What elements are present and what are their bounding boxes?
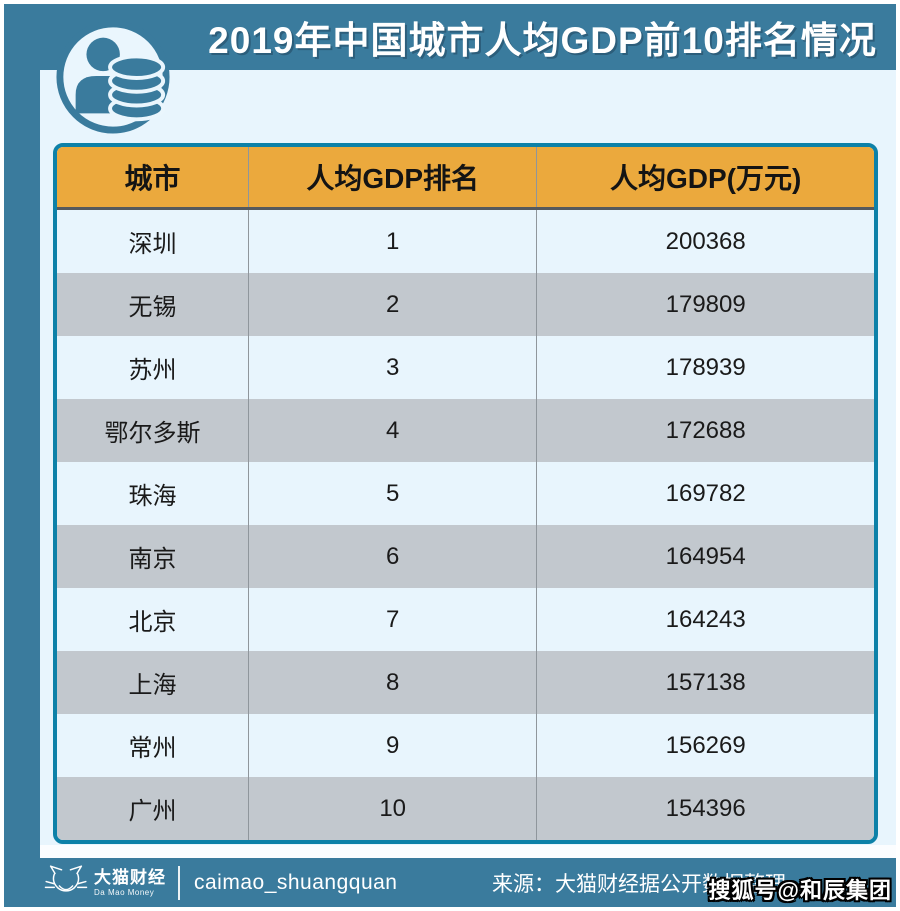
city-cell: 无锡 xyxy=(57,273,249,336)
table-row: 常州 9 156269 xyxy=(57,714,874,777)
table-body: 深圳 1 200368 无锡 2 179809 苏州 3 178939 鄂尔多斯 4 172688 珠海… xyxy=(57,210,874,840)
table-row: 深圳 1 200368 xyxy=(57,210,874,273)
rank-cell: 3 xyxy=(249,336,538,399)
data-source-text: 来源：大猫财经据公开数据整理 xyxy=(492,872,786,896)
pre-footer-strip xyxy=(40,845,896,858)
gdp-cell: 172688 xyxy=(665,416,746,444)
city-cell: 南京 xyxy=(57,525,249,588)
gdp-cell: 164243 xyxy=(665,605,746,633)
gdp-cell: 178939 xyxy=(665,353,746,381)
left-frame-bar xyxy=(4,70,40,907)
rank-cell: 7 xyxy=(249,588,538,651)
column-header-rank: 人均GDP排名 xyxy=(249,147,538,207)
table-row: 南京 6 164954 xyxy=(57,525,874,588)
brand-name-en: Da Mao Money xyxy=(94,887,155,897)
brand-block: 大猫财经 Da Mao Money xyxy=(94,869,166,897)
poster-frame: 2019年中国城市人均GDP前10排名情况 城市 人均GDP排名 人均GDP xyxy=(4,4,896,907)
column-header-gdp: 人均GDP(万元) xyxy=(610,163,802,194)
page-title: 2019年中国城市人均GDP前10排名情况 xyxy=(208,20,877,61)
footer-divider xyxy=(178,865,180,900)
rank-cell: 8 xyxy=(249,651,538,714)
gdp-cell: 156269 xyxy=(665,731,746,759)
rank-cell: 6 xyxy=(249,525,538,588)
city-cell: 上海 xyxy=(57,651,249,714)
gdp-cell: 154396 xyxy=(665,794,746,822)
table-row: 上海 8 157138 xyxy=(57,651,874,714)
wechat-handle: caimao_shuangquan xyxy=(194,870,398,894)
gdp-ranking-table: 城市 人均GDP排名 人均GDP(万元) 深圳 1 200368 无锡 2 179809 苏… xyxy=(53,143,878,844)
sohu-watermark: 搜狐号@和辰集团 xyxy=(708,878,892,903)
rank-cell: 5 xyxy=(249,462,538,525)
table-row: 无锡 2 179809 xyxy=(57,273,874,336)
gdp-cell: 169782 xyxy=(665,479,746,507)
person-with-coins-icon xyxy=(54,18,172,136)
city-cell: 苏州 xyxy=(57,336,249,399)
column-header-city: 城市 xyxy=(57,147,249,207)
table-row: 珠海 5 169782 xyxy=(57,462,874,525)
gdp-cell: 164954 xyxy=(665,542,746,570)
rank-cell: 9 xyxy=(249,714,538,777)
table-row: 苏州 3 178939 xyxy=(57,336,874,399)
rank-cell: 2 xyxy=(249,273,538,336)
city-cell: 珠海 xyxy=(57,462,249,525)
cat-face-logo xyxy=(44,863,88,903)
city-cell: 常州 xyxy=(57,714,249,777)
rank-cell: 4 xyxy=(249,399,538,462)
gdp-cell: 157138 xyxy=(665,668,746,696)
table-row: 鄂尔多斯 4 172688 xyxy=(57,399,874,462)
brand-name-cn: 大猫财经 xyxy=(94,867,166,887)
city-cell: 鄂尔多斯 xyxy=(57,399,249,462)
footer-bar: 大猫财经 Da Mao Money caimao_shuangquan 来源：大… xyxy=(4,858,896,907)
table-row: 广州 10 154396 xyxy=(57,777,874,840)
rank-cell: 1 xyxy=(249,210,538,273)
table-header-row: 城市 人均GDP排名 人均GDP(万元) xyxy=(57,147,874,210)
rank-cell: 10 xyxy=(249,777,538,840)
city-cell: 深圳 xyxy=(57,210,249,273)
city-cell: 广州 xyxy=(57,777,249,840)
gdp-cell: 200368 xyxy=(665,227,746,255)
city-cell: 北京 xyxy=(57,588,249,651)
gdp-cell: 179809 xyxy=(665,290,746,318)
table-row: 北京 7 164243 xyxy=(57,588,874,651)
